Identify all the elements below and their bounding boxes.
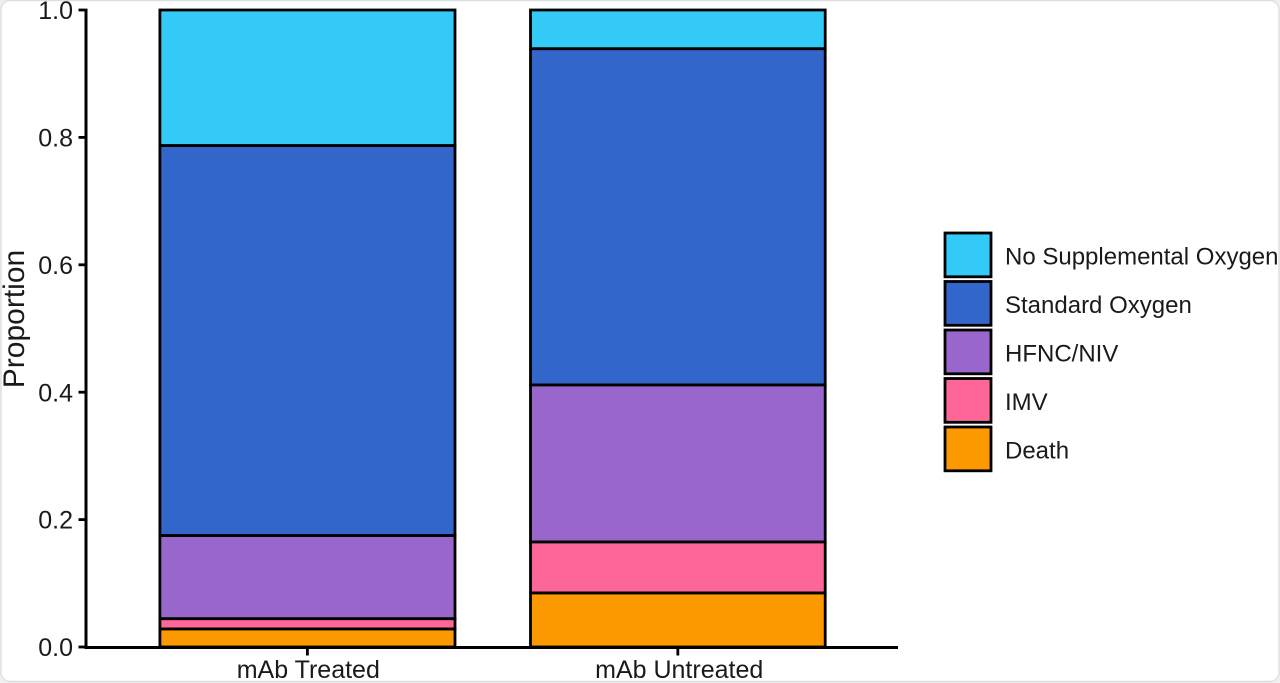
svg-text:0.8: 0.8: [38, 125, 73, 153]
svg-text:Proportion: Proportion: [0, 250, 31, 388]
svg-text:HFNC/NIV: HFNC/NIV: [1005, 340, 1118, 367]
svg-text:IMV: IMV: [1005, 389, 1048, 416]
svg-text:0.0: 0.0: [38, 634, 73, 662]
svg-text:0.6: 0.6: [38, 252, 73, 280]
svg-text:mAb Untreated: mAb Untreated: [595, 656, 763, 683]
svg-text:Standard Oxygen: Standard Oxygen: [1005, 292, 1192, 319]
svg-text:mAb Treated: mAb Treated: [237, 656, 380, 683]
svg-text:No Supplemental Oxygen: No Supplemental Oxygen: [1005, 243, 1279, 270]
svg-text:1.0: 1.0: [38, 0, 73, 25]
svg-text:0.2: 0.2: [38, 507, 73, 535]
svg-text:0.4: 0.4: [38, 379, 73, 407]
svg-text:Death: Death: [1005, 437, 1069, 464]
